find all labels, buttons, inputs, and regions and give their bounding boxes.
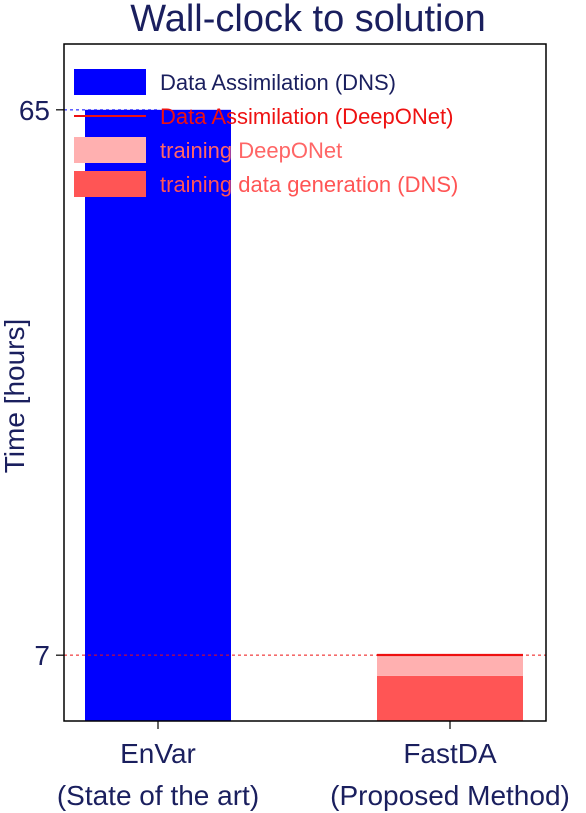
legend-label: training DeepONet bbox=[160, 138, 342, 163]
y-tick-label: 7 bbox=[34, 640, 50, 671]
legend-swatch bbox=[74, 69, 146, 95]
y-tick-label: 65 bbox=[19, 95, 50, 126]
legend-label: Data Assimilation (DeepONet) bbox=[160, 104, 453, 129]
chart-title: Wall-clock to solution bbox=[130, 0, 486, 40]
x-axis: EnVar (State of the art) FastDA (Proposed M… bbox=[57, 721, 570, 811]
x-tick-label: (Proposed Method) bbox=[330, 780, 570, 811]
legend-swatch bbox=[74, 137, 146, 163]
plot-area bbox=[64, 109, 546, 721]
bar-segment-training-data-generation-dns bbox=[377, 675, 523, 721]
plot-frame bbox=[63, 43, 547, 722]
legend-swatch bbox=[74, 171, 146, 197]
y-axis: 7 65 bbox=[19, 95, 64, 671]
y-axis-label: Time [hours] bbox=[0, 319, 30, 474]
legend: Data Assimilation (DNS) Data Assimilation… bbox=[74, 69, 458, 197]
x-tick-label: EnVar bbox=[120, 738, 196, 769]
legend-label: training data generation (DNS) bbox=[160, 172, 458, 197]
bar-segment-data-assimilation-dns bbox=[85, 109, 231, 721]
x-tick-label: FastDA bbox=[403, 738, 497, 769]
x-tick-label: (State of the art) bbox=[57, 780, 259, 811]
bar-segment-training-deeponet bbox=[377, 657, 523, 676]
legend-label: Data Assimilation (DNS) bbox=[160, 70, 396, 95]
